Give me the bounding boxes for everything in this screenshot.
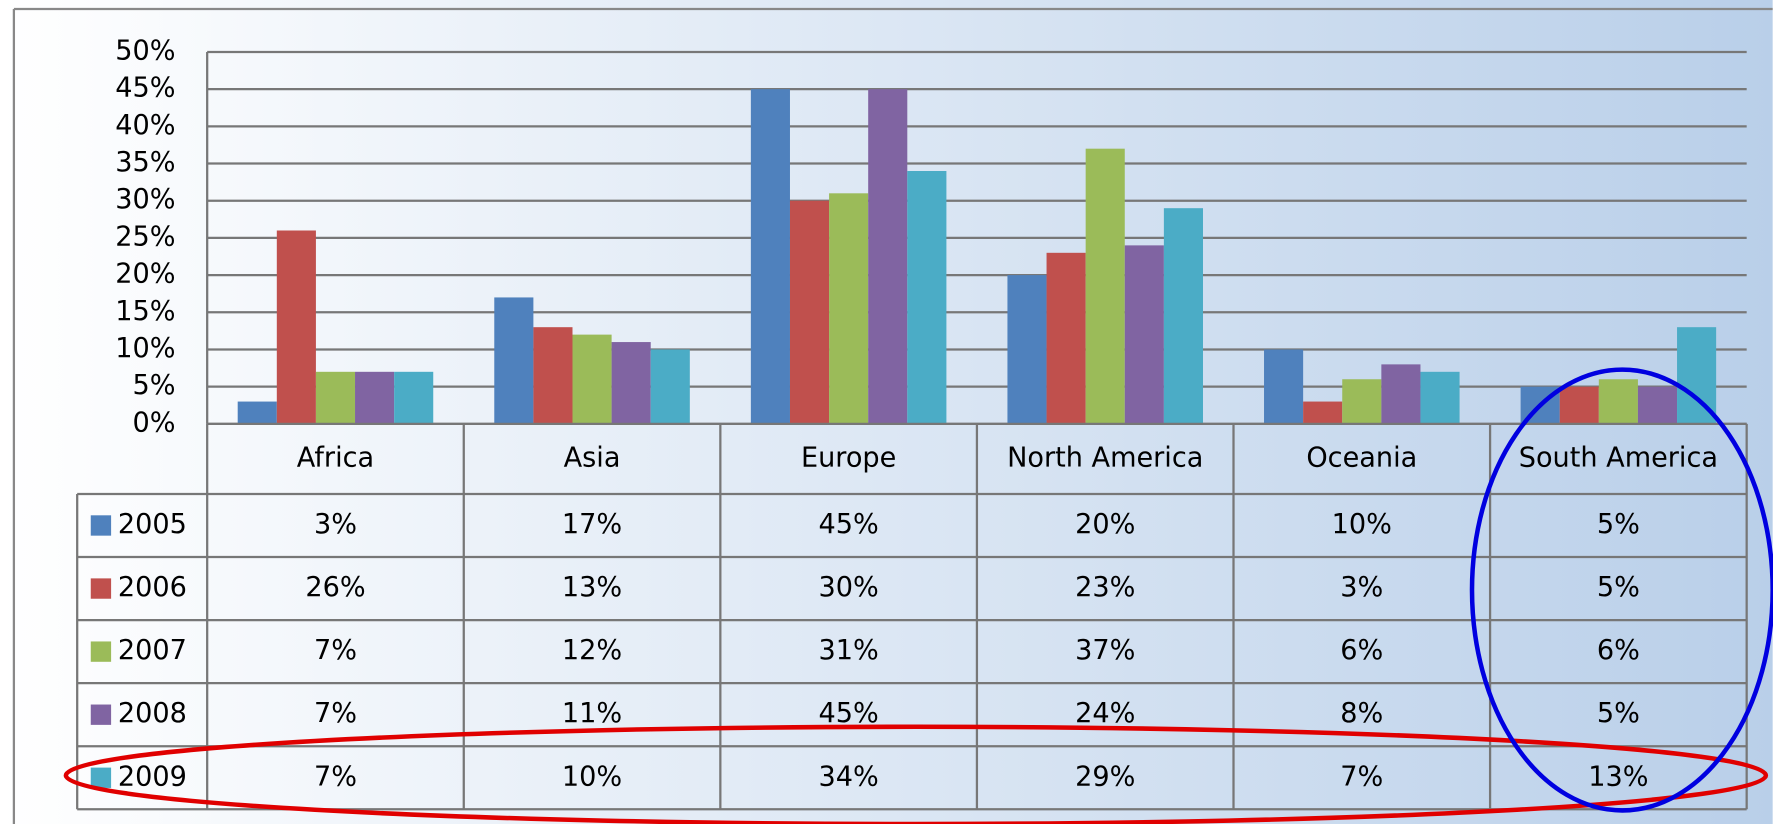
x-tick-label: Oceania [1306, 442, 1417, 473]
data-label: 6% [1340, 635, 1383, 666]
data-label: 45% [819, 698, 879, 729]
legend-label: 2008 [118, 698, 187, 729]
y-tick-label: 25% [115, 221, 175, 252]
bar [789, 200, 830, 424]
bar [1046, 252, 1086, 424]
x-tick-label: Africa [297, 442, 374, 473]
legend-label: 2005 [118, 509, 187, 540]
bar [1559, 386, 1599, 424]
data-label: 11% [562, 698, 622, 729]
data-label: 6% [1597, 635, 1640, 666]
bar [533, 327, 573, 424]
legend-label: 2006 [118, 572, 187, 603]
x-tick-label: South America [1519, 442, 1718, 473]
bar [494, 297, 534, 424]
data-label: 7% [314, 698, 357, 729]
data-label: 29% [1075, 761, 1135, 792]
bar [355, 371, 395, 424]
data-label: 26% [305, 572, 365, 603]
x-tick-label: North America [1007, 442, 1203, 473]
y-tick-label: 20% [115, 259, 175, 290]
highlight-ellipse [63, 724, 1768, 824]
data-label: 5% [1597, 698, 1640, 729]
y-tick-label: 30% [115, 184, 175, 215]
data-label: 17% [562, 509, 622, 540]
x-tick-label: Asia [564, 442, 621, 473]
data-label: 23% [1075, 572, 1135, 603]
bar [1085, 148, 1125, 424]
bar [868, 89, 908, 424]
bar [1637, 386, 1678, 424]
y-tick-label: 5% [133, 370, 176, 401]
data-label: 37% [1075, 635, 1135, 666]
bar [315, 371, 356, 424]
data-label: 5% [1597, 572, 1640, 603]
bar [1007, 275, 1047, 424]
legend-swatch [90, 641, 112, 662]
bar [1381, 364, 1421, 424]
data-label: 10% [562, 761, 622, 792]
legend-swatch [90, 578, 112, 599]
y-tick-label: 35% [115, 147, 175, 178]
y-tick-label: 40% [115, 110, 175, 141]
bar [907, 170, 947, 424]
bar [572, 334, 612, 424]
bar [611, 342, 651, 424]
bar [829, 193, 869, 424]
legend-swatch [90, 704, 112, 725]
data-label: 13% [562, 572, 622, 603]
data-label: 34% [819, 761, 879, 792]
data-label: 20% [1075, 509, 1135, 540]
bar [1124, 245, 1164, 424]
bar [750, 89, 790, 424]
y-tick-label: 10% [115, 333, 175, 364]
y-tick-label: 45% [115, 73, 175, 104]
bar [1342, 379, 1382, 424]
legend-swatch [90, 767, 112, 788]
data-label: 5% [1597, 509, 1640, 540]
bar [1598, 379, 1638, 424]
data-label: 7% [1340, 761, 1383, 792]
legend-label: 2009 [118, 761, 187, 792]
data-label: 13% [1588, 761, 1648, 792]
data-label: 10% [1332, 509, 1392, 540]
data-label: 8% [1340, 698, 1383, 729]
data-label: 31% [819, 635, 879, 666]
data-label: 24% [1075, 698, 1135, 729]
bar [1303, 401, 1343, 424]
legend-swatch [90, 515, 112, 536]
marks: 0% 5% 10% 15% 20% 25% 30% 35% 40% 45% 50% Africa Asi… [76, 35, 1748, 811]
data-label: 7% [314, 635, 357, 666]
bar [650, 349, 690, 424]
bar [394, 371, 434, 424]
data-label: 45% [819, 509, 879, 540]
bar [276, 230, 316, 424]
y-tick-label: 15% [115, 296, 175, 327]
data-label: 12% [562, 635, 622, 666]
data-label: 3% [314, 509, 357, 540]
bar [237, 401, 277, 424]
data-label: 30% [819, 572, 879, 603]
bar [1420, 371, 1460, 424]
y-tick-label: 0% [133, 407, 176, 438]
x-tick-label: Europe [801, 442, 896, 473]
y-tick-label: 50% [115, 35, 175, 66]
data-label: 3% [1340, 572, 1383, 603]
data-label: 7% [314, 761, 357, 792]
bar [1163, 208, 1203, 424]
bar [1264, 349, 1304, 424]
legend-label: 2007 [118, 635, 187, 666]
